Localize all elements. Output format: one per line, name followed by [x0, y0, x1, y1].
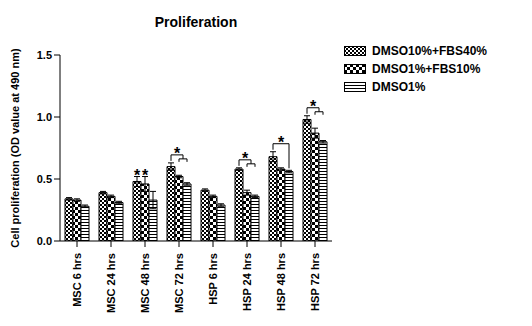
svg-text:MSC 48 hrs: MSC 48 hrs	[139, 253, 151, 313]
html-text:DMSO1%+FBS10%: DMSO1%+FBS10%	[372, 62, 481, 76]
svg-text:HSP 24 hrs: HSP 24 hrs	[241, 253, 253, 311]
html-text:Proliferation: Proliferation	[154, 14, 238, 30]
html-text:DMSO10%+FBS40%: DMSO10%+FBS40%	[372, 44, 487, 58]
svg-text:*: *	[174, 145, 181, 162]
svg-text:1.5: 1.5	[37, 49, 52, 61]
svg-text:*: *	[242, 150, 249, 167]
svg-text:MSC 24 hrs: MSC 24 hrs	[105, 253, 117, 313]
svg-text:HSP 48 hrs: HSP 48 hrs	[275, 253, 287, 311]
svg-text:1.0: 1.0	[37, 111, 52, 123]
svg-text:Cell proliferation (OD value a: Cell proliferation (OD value at 490 nm)	[9, 48, 21, 248]
svg-text:HSP 72 hrs: HSP 72 hrs	[309, 253, 321, 311]
svg-text:MSC 72 hrs: MSC 72 hrs	[173, 253, 185, 313]
svg-text:*: *	[278, 134, 285, 151]
svg-text:HSP 6 hrs: HSP 6 hrs	[207, 253, 219, 305]
svg-text:0.0: 0.0	[37, 235, 52, 247]
svg-text:*: *	[134, 167, 141, 184]
svg-text:MSC 6 hrs: MSC 6 hrs	[71, 253, 83, 307]
svg-text:0.5: 0.5	[37, 173, 52, 185]
html-text:DMSO1%: DMSO1%	[372, 80, 426, 94]
svg-text:*: *	[310, 98, 317, 115]
svg-text:*: *	[142, 167, 149, 184]
